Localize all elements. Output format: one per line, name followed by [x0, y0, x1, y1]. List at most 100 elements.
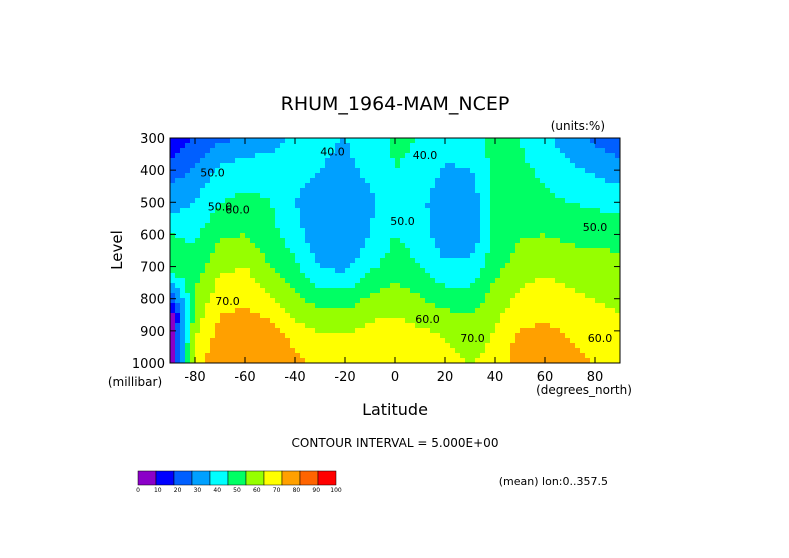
contour-cell [500, 208, 506, 214]
contour-cell [455, 213, 461, 219]
contour-cell [175, 183, 181, 189]
contour-cell [545, 188, 551, 194]
contour-cell [580, 203, 586, 209]
contour-cell [240, 323, 246, 329]
contour-cell [250, 333, 256, 339]
contour-cell [590, 358, 596, 363]
contour-cell [245, 283, 251, 289]
contour-cell [290, 323, 296, 329]
contour-cell [565, 138, 571, 144]
contour-cell [395, 213, 401, 219]
contour-cell [600, 348, 606, 354]
contour-cell [405, 178, 411, 184]
contour-cell [575, 278, 581, 284]
contour-cell [390, 158, 396, 164]
contour-cell [350, 318, 356, 324]
contour-cell [340, 323, 346, 329]
contour-cell [610, 168, 616, 174]
contour-cell [590, 308, 596, 314]
contour-cell [420, 358, 426, 363]
contour-cell [240, 278, 246, 284]
contour-cell [500, 148, 506, 154]
contour-cell [385, 273, 391, 279]
contour-cell [550, 263, 556, 269]
contour-cell [515, 198, 521, 204]
contour-cell [350, 353, 356, 359]
contour-cell [600, 278, 606, 284]
contour-cell [240, 178, 246, 184]
contour-cell [275, 358, 281, 363]
contour-cell [265, 223, 271, 229]
contour-cell [570, 223, 576, 229]
contour-cell [265, 193, 271, 199]
contour-cell [400, 198, 406, 204]
contour-label: 50.0 [390, 215, 415, 228]
contour-cell [330, 228, 336, 234]
contour-cell [180, 263, 186, 269]
contour-cell [430, 203, 436, 209]
contour-cell [195, 263, 201, 269]
contour-cell [585, 168, 591, 174]
contour-cell [400, 328, 406, 334]
contour-cell [255, 283, 261, 289]
contour-cell [375, 138, 381, 144]
contour-cell [180, 143, 186, 149]
contour-cell [325, 263, 331, 269]
contour-cell [380, 263, 386, 269]
contour-cell [255, 263, 261, 269]
contour-cell [570, 158, 576, 164]
contour-cell [380, 318, 386, 324]
contour-cell [305, 143, 311, 149]
contour-cell [320, 238, 326, 244]
contour-cell [280, 343, 286, 349]
contour-cell [360, 288, 366, 294]
contour-cell [345, 223, 351, 229]
contour-cell [425, 193, 431, 199]
contour-cell [415, 313, 421, 319]
contour-cell [190, 283, 196, 289]
contour-cell [365, 348, 371, 354]
contour-cell [420, 343, 426, 349]
contour-cell [560, 278, 566, 284]
contour-cell [500, 198, 506, 204]
contour-cell [455, 253, 461, 259]
contour-cell [480, 168, 486, 174]
contour-cell [400, 143, 406, 149]
contour-cell [305, 303, 311, 309]
contour-cell [235, 248, 241, 254]
contour-cell [195, 188, 201, 194]
contour-cell [525, 173, 531, 179]
contour-cell [220, 343, 226, 349]
contour-cell [555, 173, 561, 179]
contour-cell [275, 158, 281, 164]
contour-cell [425, 348, 431, 354]
contour-cell [555, 263, 561, 269]
contour-cell [580, 148, 586, 154]
contour-cell [285, 238, 291, 244]
contour-cell [570, 273, 576, 279]
contour-cell [385, 198, 391, 204]
contour-cell [350, 278, 356, 284]
contour-cell [410, 233, 416, 239]
contour-cell [180, 188, 186, 194]
contour-cell [200, 243, 206, 249]
contour-cell [285, 178, 291, 184]
contour-cell [610, 318, 616, 324]
colorbar: 0 10 20 30 40 50 60 70 80 90 100 [136, 470, 342, 494]
contour-cell [340, 143, 346, 149]
contour-cell [420, 328, 426, 334]
contour-cell [190, 293, 196, 299]
contour-cell [490, 138, 496, 144]
contour-cell [235, 213, 241, 219]
contour-cell [615, 268, 620, 274]
contour-cell [385, 288, 391, 294]
contour-cell [615, 358, 620, 363]
contour-cell [345, 213, 351, 219]
contour-cell [425, 263, 431, 269]
contour-cell [555, 213, 561, 219]
contour-cell [505, 263, 511, 269]
contour-cell [325, 253, 331, 259]
contour-cell [435, 173, 441, 179]
contour-cell [220, 148, 226, 154]
